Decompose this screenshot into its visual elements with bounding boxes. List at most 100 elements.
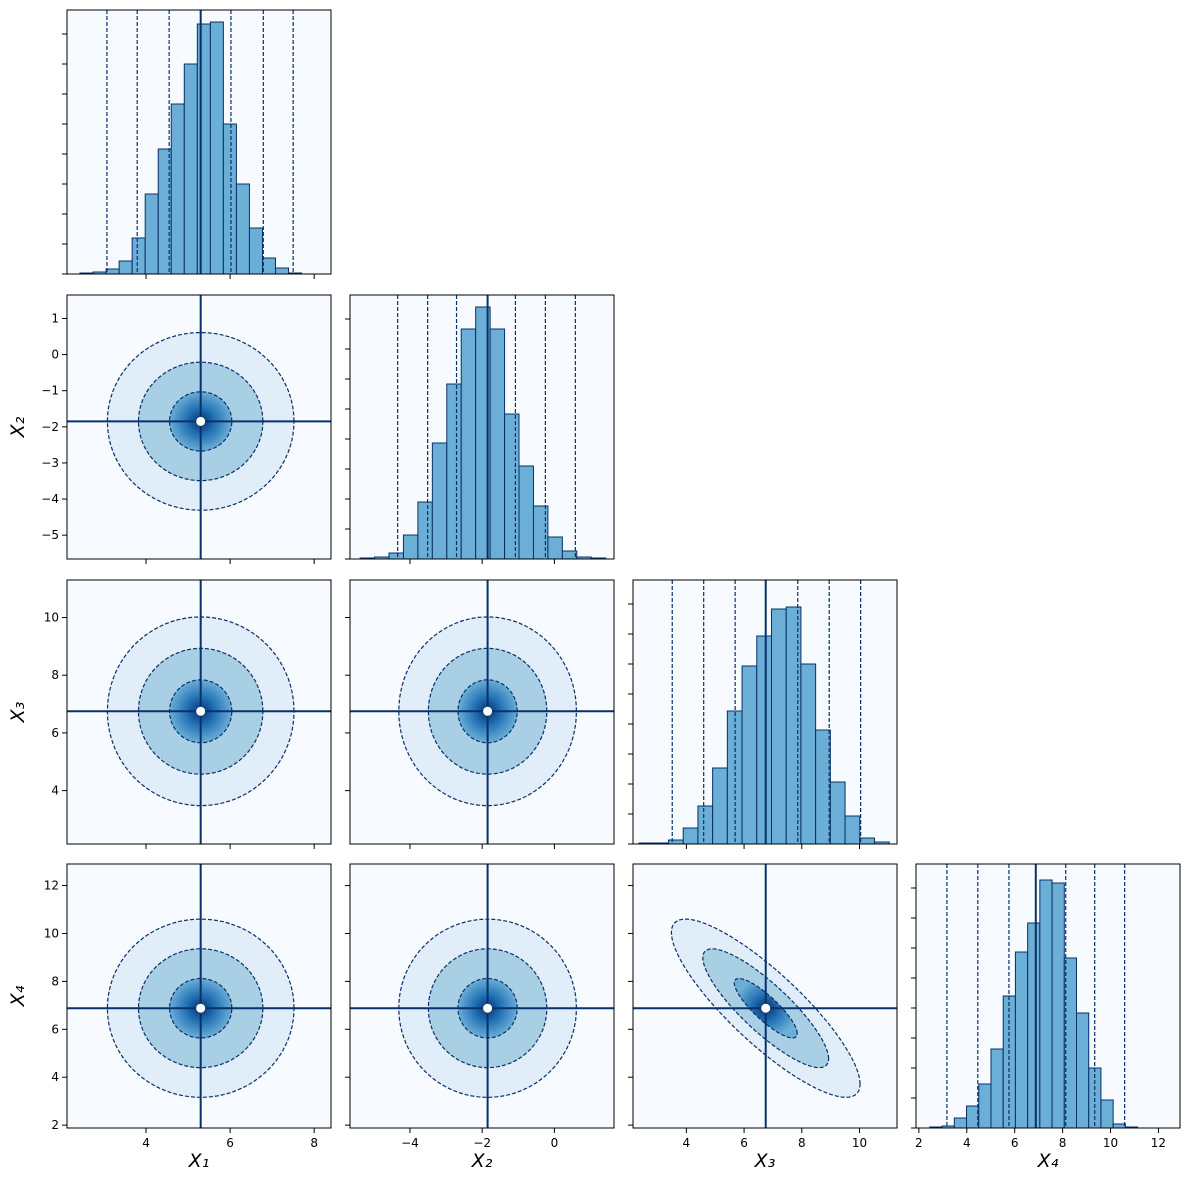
panel xyxy=(67,295,331,559)
y-tick-label: 12 xyxy=(44,879,59,893)
y-tick-label: 2 xyxy=(51,1118,59,1132)
x-tick-label: 8 xyxy=(310,1136,318,1150)
x-tick-label: 12 xyxy=(1151,1136,1166,1150)
contour xyxy=(106,332,295,511)
y-tick-label: −4 xyxy=(41,492,59,506)
hist-bar xyxy=(144,193,159,274)
y-tick-label: 0 xyxy=(51,348,59,362)
x-tick-label: 8 xyxy=(798,1136,806,1150)
hist-bar xyxy=(966,1105,980,1128)
x-tick-label: 6 xyxy=(1011,1136,1019,1150)
hist-bar xyxy=(547,536,563,559)
panel xyxy=(67,864,331,1128)
truth-point xyxy=(483,706,493,716)
hist-bar xyxy=(1014,951,1029,1128)
panel xyxy=(929,864,1139,1128)
hist-bar xyxy=(518,465,534,559)
x-tick-label: 4 xyxy=(142,1136,150,1150)
x-axis-label: X₁ xyxy=(188,1150,210,1172)
panel xyxy=(67,580,331,844)
hist-bar xyxy=(829,781,846,844)
y-tick-label: −5 xyxy=(41,528,59,542)
hist-bar xyxy=(248,227,263,274)
hist-bar xyxy=(697,805,714,844)
y-tick-label: 8 xyxy=(51,668,59,682)
x-axis-label: X₂ xyxy=(471,1150,493,1172)
hist-bar xyxy=(561,550,578,559)
hist-bar xyxy=(873,841,890,844)
x-tick-label: 10 xyxy=(1103,1136,1118,1150)
x-tick-label: 6 xyxy=(740,1136,748,1150)
contour xyxy=(137,647,264,775)
x-tick-label: 10 xyxy=(852,1136,867,1150)
hist-bar xyxy=(741,665,758,844)
hist-bar xyxy=(1063,957,1078,1128)
x-tick-label: 2 xyxy=(915,1136,923,1150)
hist-bar xyxy=(209,21,224,274)
hist-bar xyxy=(1100,1099,1114,1128)
hist-bar xyxy=(978,1083,992,1128)
hist-bar xyxy=(1039,879,1053,1128)
hist-bar xyxy=(532,505,549,559)
hist-bar xyxy=(712,767,728,844)
hist-bar xyxy=(815,729,831,844)
y-tick-label: 6 xyxy=(51,1022,59,1036)
hist-bar xyxy=(504,413,520,559)
contour xyxy=(137,948,264,1069)
x-tick-label: 8 xyxy=(1059,1136,1067,1150)
truth-point xyxy=(196,706,206,716)
y-tick-label: −3 xyxy=(41,456,59,470)
y-tick-label: −2 xyxy=(41,420,59,434)
hist-bar xyxy=(1076,1012,1090,1128)
x-tick-label: −2 xyxy=(473,1136,491,1150)
y-tick-label: 4 xyxy=(51,1070,59,1084)
panel xyxy=(638,580,890,844)
contour xyxy=(702,948,830,1069)
x-tick-label: 6 xyxy=(226,1136,234,1150)
x-axis-label: X₄ xyxy=(1037,1150,1059,1172)
hist-bar xyxy=(222,123,237,274)
hist-bar xyxy=(489,328,506,559)
hist-bar xyxy=(261,257,277,274)
hist-bar xyxy=(131,237,146,274)
panel-frame xyxy=(66,9,332,275)
y-axis-label: X₃ xyxy=(7,702,29,724)
hist-bar xyxy=(105,268,120,274)
hist-bar xyxy=(800,663,817,844)
contour xyxy=(398,616,578,807)
hist-bar xyxy=(118,260,133,274)
panel-frame xyxy=(632,863,898,1129)
hist-bar xyxy=(446,383,462,559)
panel-frame xyxy=(66,579,332,845)
x-tick-label: 0 xyxy=(551,1136,559,1150)
contour xyxy=(137,361,264,482)
y-tick-label: 6 xyxy=(51,726,59,740)
contour xyxy=(427,647,548,775)
x-tick-label: 4 xyxy=(683,1136,691,1150)
hist-bar xyxy=(1027,922,1041,1128)
truth-point xyxy=(196,416,206,426)
y-tick-label: 1 xyxy=(51,311,59,325)
truth-point xyxy=(196,1003,206,1013)
truth-point xyxy=(761,1003,771,1013)
hist-bar xyxy=(170,103,185,274)
hist-bar xyxy=(275,267,290,274)
hist-bar xyxy=(953,1117,968,1128)
x-axis-label: X₃ xyxy=(754,1150,776,1172)
y-tick-label: 4 xyxy=(51,784,59,798)
x-tick-label: −4 xyxy=(401,1136,419,1150)
panel-frame xyxy=(915,863,1181,1129)
hist-bar xyxy=(183,63,198,274)
x-tick-label: 4 xyxy=(963,1136,971,1150)
hist-bar xyxy=(682,827,699,844)
hist-bar xyxy=(844,815,861,844)
panel xyxy=(79,10,303,274)
panel xyxy=(350,580,614,844)
y-axis-label: X₄ xyxy=(7,985,29,1007)
hist-bar xyxy=(431,442,448,559)
panel xyxy=(359,295,607,559)
hist-bar xyxy=(756,635,772,844)
panel xyxy=(350,864,614,1128)
